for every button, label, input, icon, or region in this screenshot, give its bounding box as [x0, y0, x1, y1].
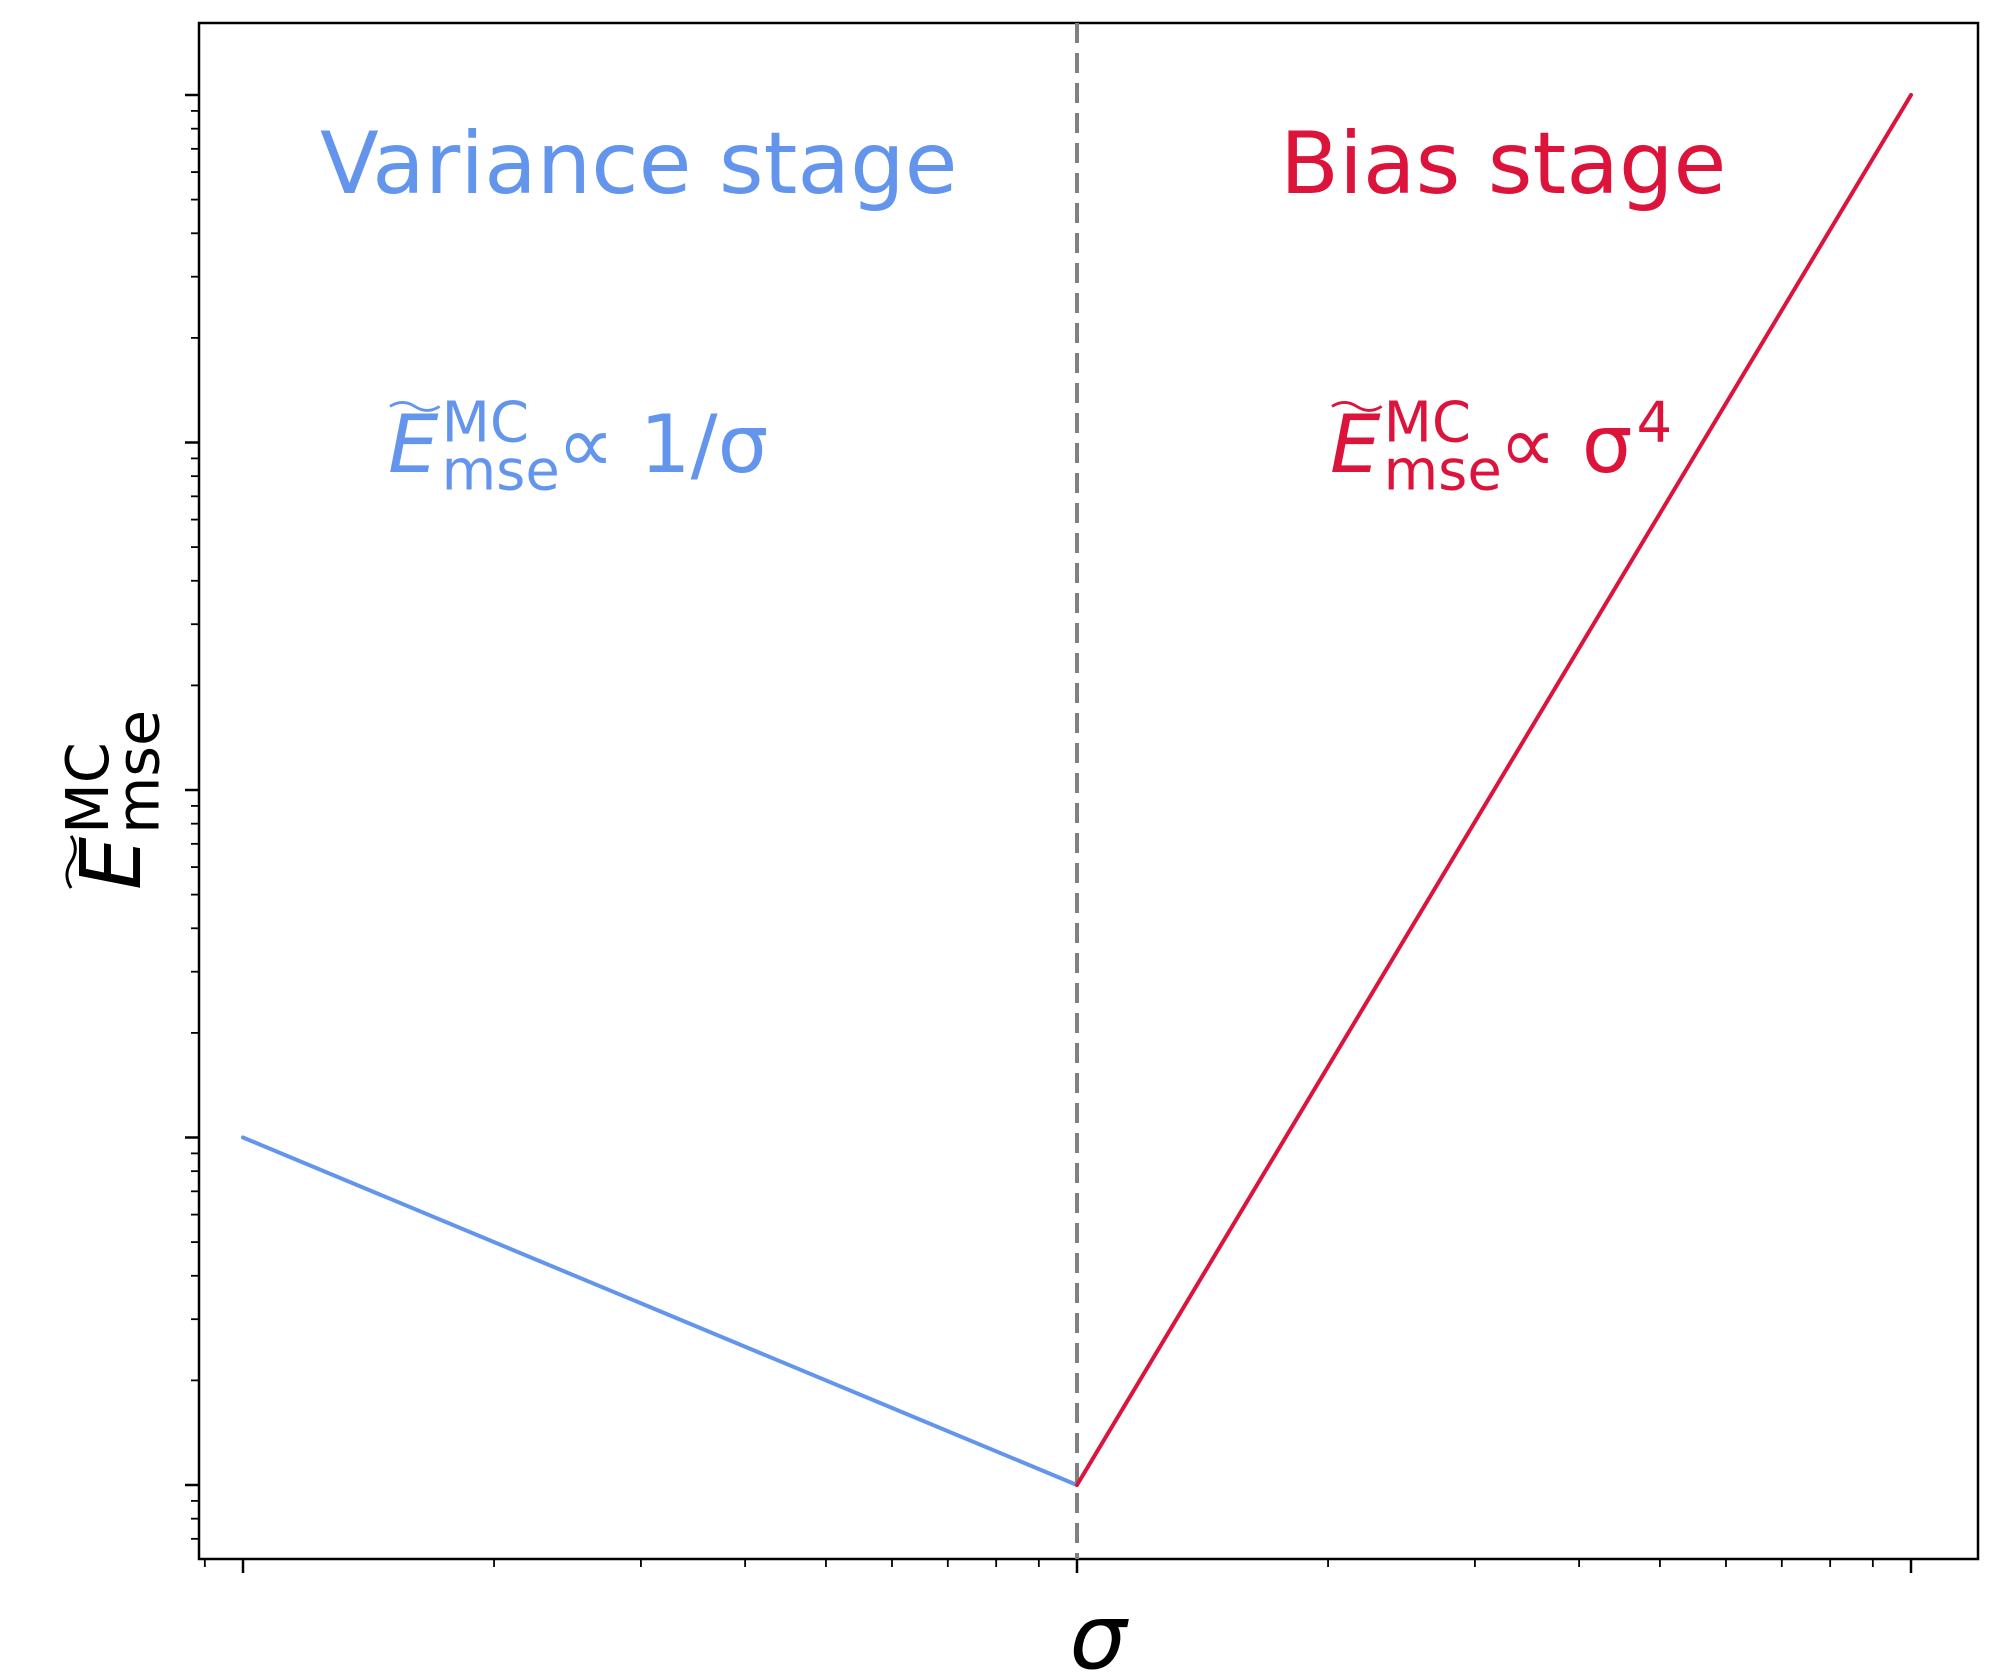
- variance-formula-sub: mse: [442, 439, 560, 504]
- bias-formula-base: E: [1330, 398, 1381, 491]
- svg-text:E: E: [62, 837, 160, 890]
- y-axis-label-sup: MC: [53, 742, 122, 834]
- series-layer: [241, 23, 1913, 1559]
- plot-area: [197, 21, 1980, 1561]
- ticks-layer: [185, 93, 1913, 1573]
- variance-formula-sup: MC: [442, 391, 529, 456]
- variance-formula-relation: ∝ 1/σ: [557, 398, 768, 491]
- bias-formula-sup: MC: [1384, 391, 1471, 456]
- tilde-mark: [1331, 401, 1383, 412]
- tilde-mark: [65, 835, 77, 889]
- y-axis-label-base: E: [62, 837, 160, 890]
- variance-formula-base: E: [388, 398, 439, 491]
- svg-text:E: E: [388, 398, 439, 491]
- variance-series-line: [241, 1135, 1079, 1487]
- tilde-mark: [389, 401, 441, 412]
- svg-text:E: E: [1330, 398, 1381, 491]
- bias-stage-label: Bias stage: [1280, 114, 1726, 214]
- bias-series-line: [1075, 93, 1913, 1487]
- bias-formula-relation: ∝ σ: [1499, 398, 1632, 491]
- y-axis-label-sub: mse: [103, 710, 172, 834]
- plot-frame: [197, 21, 1980, 1561]
- bias-formula-relation-sup: 4: [1636, 391, 1672, 456]
- x-axis-label: σ: [1069, 1585, 1129, 1678]
- bias-formula-sub: mse: [1384, 439, 1502, 504]
- variance-stage-label: Variance stage: [320, 114, 958, 214]
